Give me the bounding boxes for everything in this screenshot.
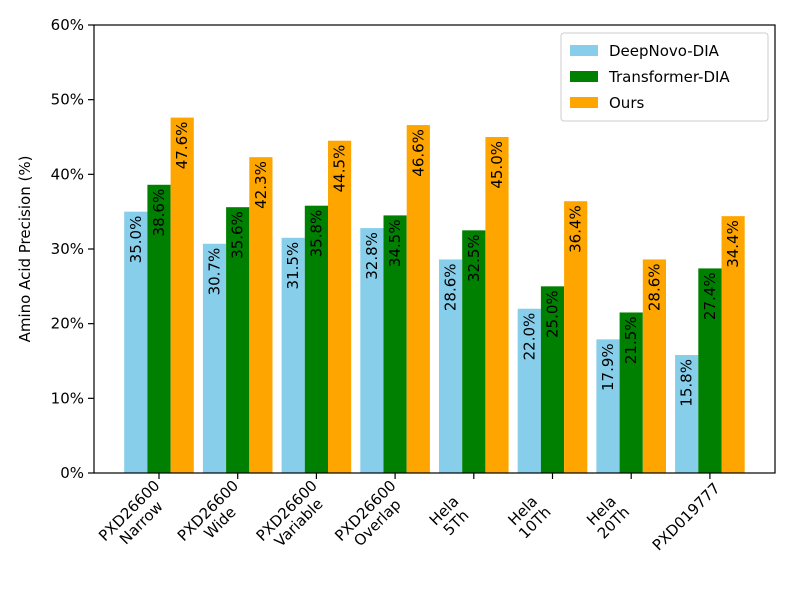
bar-ours [249,157,273,473]
bar-value-label: 25.0% [544,290,562,338]
bar-deepnovo-dia [517,308,541,473]
x-tick-label-group: PXD26600Overlap [331,477,411,557]
legend-swatch [570,97,598,108]
bar-value-label: 35.6% [229,211,247,259]
y-tick-label: 30% [51,240,84,258]
x-tick-label: PXD26600Variable [253,477,333,557]
bar-value-label: 45.0% [488,141,506,189]
bar-value-label: 21.5% [622,316,640,364]
bar-value-label: 32.5% [465,234,483,282]
bar-ours [406,125,430,473]
bar-ours [170,117,194,473]
bar-value-label: 17.9% [599,343,617,391]
bar-ours [485,137,509,473]
legend-entry: DeepNovo-DIA [609,42,720,60]
plot-frame [93,24,776,474]
bar-value-label: 42.3% [252,161,270,209]
bar-deepnovo-dia [675,355,699,473]
legend-entry: Ours [609,94,644,112]
bar-transformer-dia [698,268,722,473]
legend-box [560,32,769,122]
x-tick-label: Hela5Th [426,492,475,541]
y-tick-label: 10% [51,389,84,407]
x-tick-label: PXD26600Wide [174,477,254,557]
bar-transformer-dia [540,286,565,473]
x-tick-label-group: PXD26600Wide [174,477,254,557]
bar-value-label: 38.6% [150,189,168,237]
x-tick-label: PXD019777 [649,479,724,554]
bar-transformer-dia [147,184,171,473]
bar-value-label: 28.6% [442,263,460,311]
bar-deepnovo-dia [281,237,305,473]
bar-deepnovo-dia [439,259,463,473]
bar-deepnovo-dia [124,211,148,473]
bar-value-label: 30.7% [206,248,224,296]
x-axis: PXD26600Narrow PXD26600Wide PXD26600Variab… [95,473,724,557]
bar-value-label: 31.5% [284,242,302,290]
y-tick-label: 50% [51,91,84,109]
bar-value-label: 34.5% [386,219,404,267]
bar-value-label: 44.5% [331,145,349,193]
x-tick-label-group: Hela20Th [582,491,633,542]
bar-transformer-dia [462,230,486,473]
legend-swatch [570,71,598,82]
bar-ours [564,201,588,474]
x-tick-label: Hela10Th [503,491,554,542]
x-tick-label: PXD26600Narrow [95,477,175,557]
y-axis: 0% 10% 20% 30% 40% 50% 60% [51,16,94,482]
bar-deepnovo-dia [202,243,227,473]
bar-value-label: 34.4% [724,220,742,268]
bar-value-label: 15.8% [678,359,696,407]
bar-transformer-dia [383,215,407,473]
y-tick-label: 20% [51,315,84,333]
bar-transformer-dia [226,207,250,474]
x-tick-label-group: PXD26600Variable [253,477,333,557]
y-tick-label: 60% [51,16,84,34]
x-tick-label-group: PXD019777 [649,479,724,554]
legend: DeepNovo-DIA Transformer-DIA Ours [560,32,769,122]
bar-ours [721,216,745,473]
x-tick-label: Hela20Th [582,491,633,542]
bar-transformer-dia [304,205,328,473]
bar-value-label: 27.4% [701,272,719,320]
x-tick-label: PXD26600Overlap [331,477,411,557]
bar-value-label: 35.0% [127,216,145,264]
bars-group [124,117,745,474]
legend-entry: Transformer-DIA [608,68,730,86]
bar-ours [642,259,666,473]
x-tick-label-group: PXD26600Narrow [95,477,175,557]
bar-deepnovo-dia [360,228,384,473]
x-tick-label-group: Hela10Th [503,491,554,542]
bar-ours [328,140,352,473]
bar-labels-group: 35.0% 38.6% 47.6% 30.7% 35.6% 42.3% 31.5% 35.8%… [127,122,742,407]
bar-value-label: 22.0% [520,313,538,361]
bar-value-label: 36.4% [567,205,585,253]
bar-value-label: 28.6% [645,263,663,311]
bar-deepnovo-dia [596,339,620,473]
y-tick-label: 0% [60,464,84,482]
bar-value-label: 46.6% [409,129,427,177]
bar-value-label: 32.8% [363,232,381,280]
y-axis-label: Amino Acid Precision (%) [16,156,34,343]
x-tick-label-group: Hela5Th [426,492,475,541]
bar-value-label: 35.8% [307,210,325,258]
bar-transformer-dia [619,312,643,473]
bar-value-label: 47.6% [173,122,191,170]
legend-swatch [570,45,598,56]
y-tick-label: 40% [51,165,84,183]
